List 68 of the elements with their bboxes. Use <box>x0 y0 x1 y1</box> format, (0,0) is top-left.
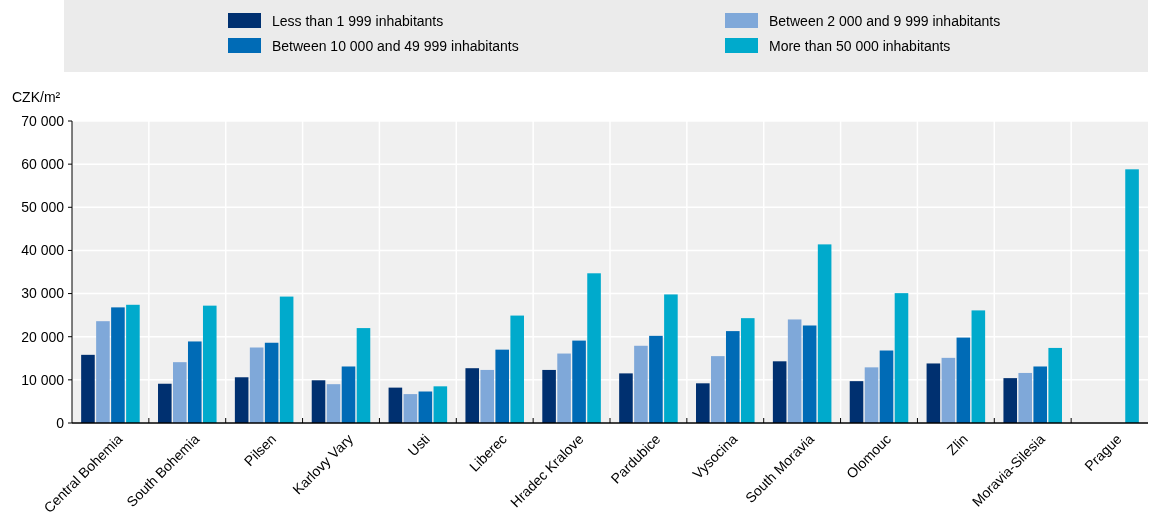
bar <box>772 361 787 423</box>
bar <box>587 273 601 423</box>
bar <box>817 244 832 423</box>
bar <box>971 310 986 423</box>
bar <box>1018 372 1033 423</box>
bar <box>849 381 864 423</box>
y-tick-label: 70 000 <box>21 112 65 129</box>
y-tick-label: 40 000 <box>21 242 65 259</box>
bar <box>418 391 433 423</box>
bar <box>1125 169 1139 423</box>
legend-label: More than 50 000 inhabitants <box>769 38 951 54</box>
bar <box>956 337 971 423</box>
bar <box>664 294 678 423</box>
bar <box>696 383 710 423</box>
bar <box>557 353 571 423</box>
y-tick-label: 30 000 <box>21 285 65 302</box>
bar <box>311 380 326 423</box>
legend-label: Between 10 000 and 49 999 inhabitants <box>272 38 519 54</box>
bar <box>126 304 140 423</box>
bar <box>711 356 725 423</box>
legend-label: Less than 1 999 inhabitants <box>272 13 444 29</box>
bar <box>279 296 294 423</box>
legend-label: Between 2 000 and 9 999 inhabitants <box>769 13 1001 29</box>
bar <box>465 368 480 423</box>
bar <box>725 331 740 423</box>
bar <box>572 340 586 423</box>
bar <box>264 342 279 423</box>
bar <box>495 349 509 423</box>
bar <box>326 384 341 423</box>
bar <box>187 341 202 423</box>
bar <box>403 394 418 423</box>
y-tick-label: 10 000 <box>21 371 65 388</box>
bar <box>81 354 95 423</box>
bar <box>356 328 371 423</box>
bar <box>341 366 356 423</box>
y-tick-label: 20 000 <box>21 328 65 345</box>
bar <box>787 319 802 423</box>
x-tick-label: Zlin <box>943 430 971 459</box>
bar <box>249 347 264 423</box>
bar <box>634 345 648 423</box>
bar <box>879 350 894 423</box>
bar <box>388 387 403 423</box>
y-axis-title: CZK/m² <box>12 89 61 105</box>
bar <box>649 335 663 423</box>
bar <box>173 362 187 423</box>
y-tick-label: 50 000 <box>21 199 65 216</box>
bar <box>158 383 172 423</box>
bar <box>1003 378 1018 423</box>
x-tick-label: Usti <box>404 430 433 460</box>
bar <box>480 369 495 423</box>
bar <box>1048 347 1062 423</box>
bar <box>864 367 879 423</box>
y-tick-label: 0 <box>56 414 65 431</box>
bar <box>542 369 556 423</box>
bar <box>111 307 125 423</box>
bar <box>96 321 110 423</box>
bar <box>433 386 448 423</box>
bar <box>802 325 817 423</box>
bar <box>234 377 249 423</box>
bar <box>202 305 217 423</box>
bar <box>619 373 633 423</box>
bar <box>941 357 956 423</box>
y-tick-label: 60 000 <box>21 156 65 173</box>
bar <box>894 293 909 423</box>
bar <box>1033 366 1047 423</box>
bar <box>926 363 941 423</box>
bar <box>510 315 524 423</box>
bar <box>740 318 755 423</box>
